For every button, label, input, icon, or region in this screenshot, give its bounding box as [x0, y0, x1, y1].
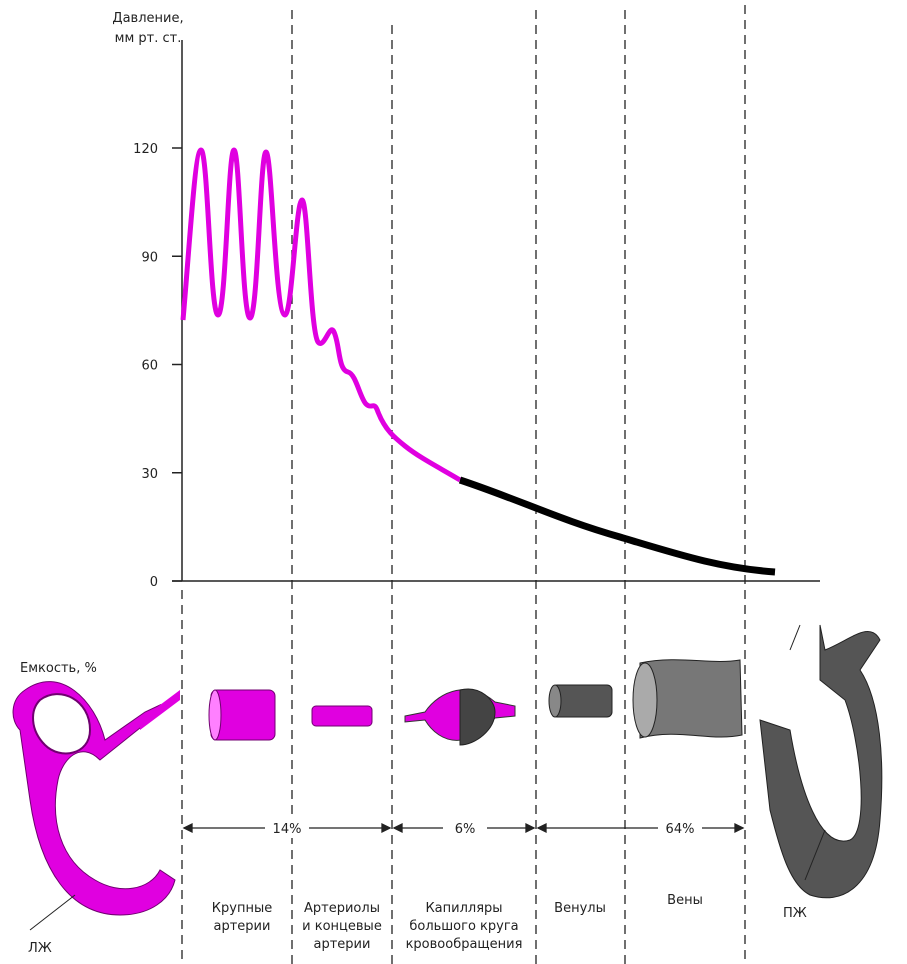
vessel-label: Крупные — [212, 901, 272, 916]
vessel-label: Вены — [667, 893, 703, 908]
y-tick-label: 30 — [141, 467, 158, 482]
vessel-label: артерии — [214, 919, 271, 934]
right-heart — [760, 625, 882, 898]
capacity-value: 64% — [666, 822, 695, 837]
vessel-label: Венулы — [554, 901, 606, 916]
vessel-label: большого круга — [409, 919, 518, 934]
capacity-value: 6% — [455, 822, 476, 837]
vessel-label: и концевые — [302, 919, 382, 934]
heart-label: ПЖ — [783, 906, 807, 921]
left-heart — [13, 682, 180, 930]
vessel-label: Капилляры — [425, 901, 502, 916]
pressure-curve-venous — [460, 480, 775, 572]
capacity-value: 14% — [273, 822, 302, 837]
y-tick-label: 120 — [133, 142, 158, 157]
vessel-label: кровообращения — [406, 937, 523, 952]
y-tick-label: 90 — [141, 250, 158, 265]
vessel-icons — [209, 660, 742, 745]
capacity-label: Емкость, % — [20, 661, 97, 676]
pressure-curve-arterial — [183, 150, 460, 480]
axis-label: Давление, — [112, 11, 183, 26]
heart-label: ЛЖ — [28, 941, 52, 956]
vessel-label: артерии — [314, 937, 371, 952]
vessel-label: Артериолы — [304, 901, 380, 916]
y-tick-label: 60 — [141, 359, 158, 374]
axis-label: мм рт. ст. — [115, 31, 182, 46]
y-tick-label: 0 — [150, 575, 158, 590]
diagram: Давление, мм рт. ст. Емкость, % ЛЖ ПЖ — [0, 0, 907, 964]
